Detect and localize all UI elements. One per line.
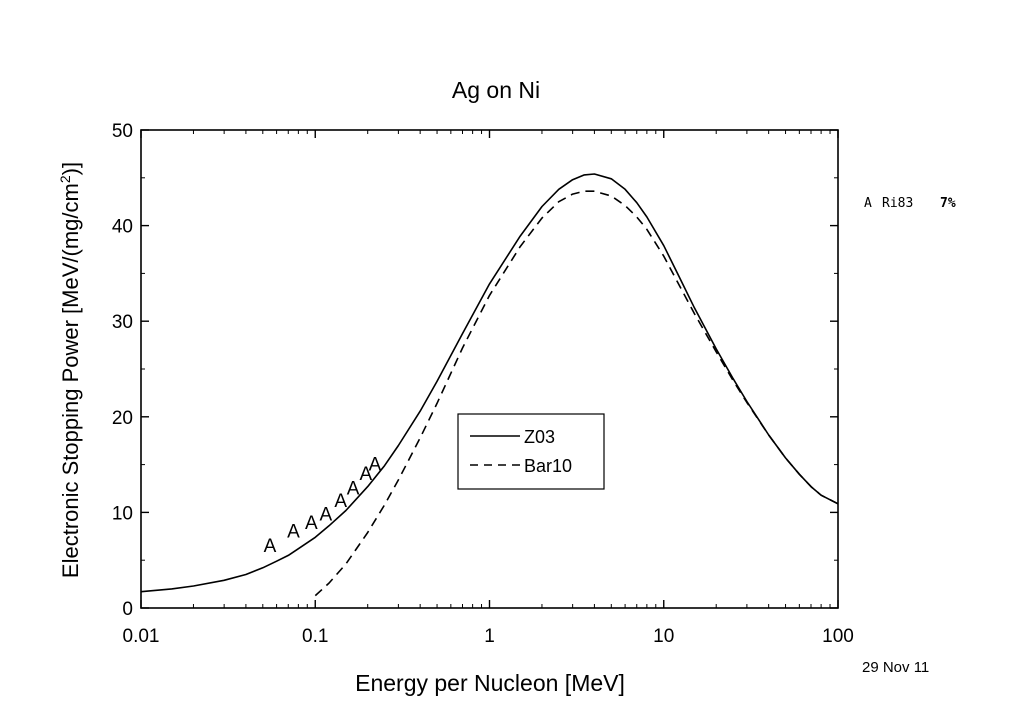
- y-tick-label: 40: [112, 217, 133, 238]
- x-tick-label: 1: [484, 626, 495, 647]
- data-point-ri83: A: [319, 504, 332, 525]
- legend-label-z03: Z03: [524, 427, 555, 447]
- data-point-ri83: A: [334, 491, 347, 512]
- y-tick-label: 10: [112, 503, 133, 524]
- legend: Z03 Bar10: [457, 413, 605, 490]
- data-point-ri83: A: [305, 513, 318, 534]
- y-tick-label: 0: [122, 599, 133, 620]
- y-tick-label: 50: [112, 121, 133, 142]
- data-point-ri83: A: [347, 479, 360, 500]
- x-tick-label: 0.01: [123, 626, 160, 647]
- ticks-layer: 0.01 0.1 1 10 100 0 10 20 30 40 50: [112, 121, 854, 647]
- series-line-z03: [140, 173, 839, 593]
- side-legend-name: Ri83: [882, 196, 913, 211]
- x-tick-label: 0.1: [302, 626, 328, 647]
- legend-label-bar10: Bar10: [524, 456, 572, 476]
- plot-frame: [140, 129, 839, 609]
- y-axis-label: Electronic Stopping Power [MeV/(mg/cm2)]: [57, 162, 83, 578]
- legend-box: [457, 413, 605, 490]
- x-axis-label: Energy per Nucleon [MeV]: [355, 670, 625, 696]
- data-point-ri83: A: [264, 536, 277, 557]
- chart-title: Ag on Ni: [452, 77, 540, 103]
- y-tick-label: 30: [112, 312, 133, 333]
- data-point-ri83: A: [287, 522, 300, 543]
- series-line-bar10: [314, 190, 839, 597]
- data-point-ri83: A: [359, 464, 372, 485]
- x-tick-label: 100: [822, 626, 854, 647]
- side-legend-pct: 7%: [940, 196, 956, 211]
- data-point-ri83: A: [369, 455, 382, 476]
- date-stamp: 29 Nov 11: [862, 659, 929, 676]
- side-legend-marker: A: [864, 196, 872, 211]
- side-legend: A Ri83 7%: [864, 196, 956, 211]
- y-tick-label: 20: [112, 408, 133, 429]
- x-tick-label: 10: [653, 626, 674, 647]
